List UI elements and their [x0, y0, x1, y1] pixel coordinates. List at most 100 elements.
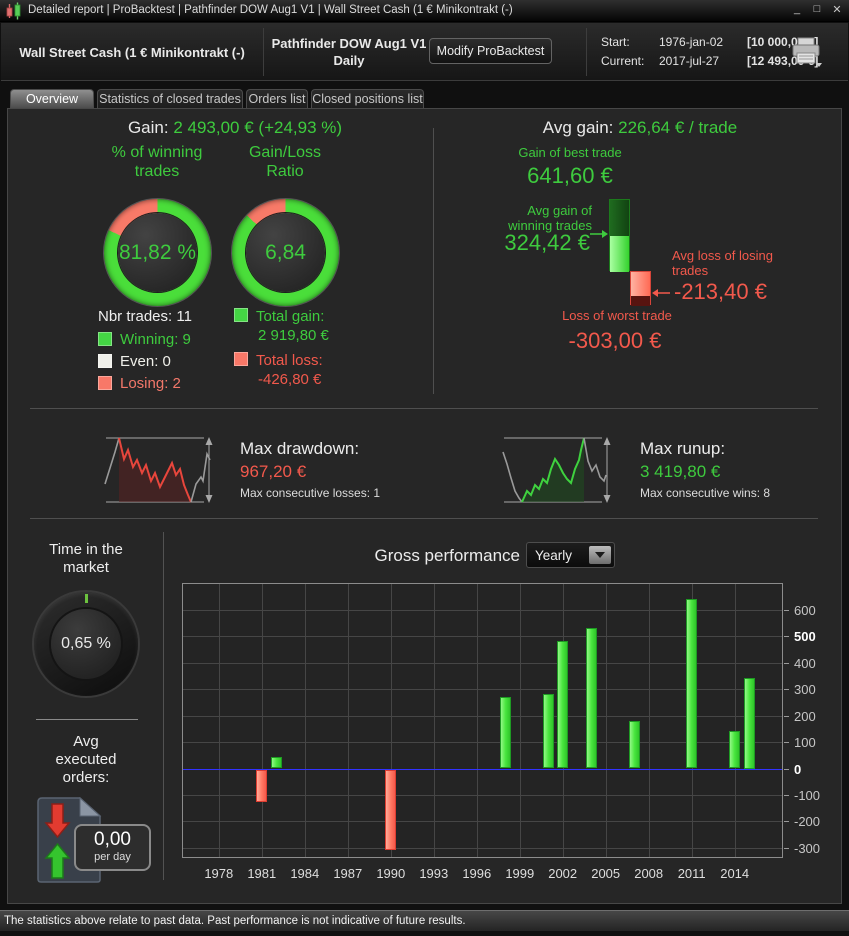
avg-orders-title: Avg executed orders:: [55, 733, 117, 786]
nbr-trades: Nbr trades: 11: [98, 308, 192, 325]
orders-per-day-badge: 0,00 per day: [74, 824, 151, 871]
y-axis-label: 300: [794, 682, 816, 698]
totals-legend: Total gain: 2 919,80 € Total loss: -426,…: [234, 308, 404, 396]
disclaimer-text: The statistics above relate to past data…: [4, 915, 466, 927]
y-axis-label: -300: [794, 840, 821, 856]
avg-loss-label: Avg loss of losing trades: [672, 248, 773, 278]
total-gain-swatch: [234, 308, 248, 322]
x-axis-label: 1996: [462, 866, 492, 881]
title-bar: Detailed report | ProBacktest | Pathfind…: [0, 0, 849, 22]
x-axis-label: 2011: [677, 866, 706, 881]
gross-performance-chart: 1978 1981 1984 1987 1990 1993 1996 1999 2002 2005…: [182, 583, 832, 888]
performance-bar: [256, 769, 268, 803]
small-divider: [36, 719, 138, 720]
y-axis-label: 500: [794, 629, 816, 645]
x-axis-label: 1990: [376, 866, 406, 881]
drawdown-stats: Max drawdown: 967,20 € Max consecutive l…: [240, 439, 380, 500]
close-button[interactable]: ✕: [832, 4, 842, 16]
drawdown-subtitle: Max consecutive losses: 1: [240, 486, 381, 500]
orders-per-day-value: 0,00: [94, 829, 131, 850]
worst-trade-label: Loss of worst trade: [562, 308, 672, 323]
drawdown-title: Max drawdown:: [240, 439, 360, 458]
header-divider: [263, 28, 264, 76]
vertical-divider: [433, 128, 434, 394]
right-arrow-icon: [590, 230, 608, 238]
runup-title: Max runup:: [640, 439, 726, 458]
time-in-market-title: Time in the market: [49, 541, 123, 576]
avg-win-bar: [609, 199, 630, 272]
performance-bar: [686, 598, 698, 769]
y-axis-label: -100: [794, 787, 821, 803]
start-label: Start:: [601, 34, 630, 49]
current-date: 2017-jul-27: [659, 53, 720, 68]
losing-swatch: [98, 376, 112, 390]
avg-loss-value: -213,40 €: [674, 279, 767, 304]
tab-statistics-of-closed-trades[interactable]: Statistics of closed trades: [97, 89, 243, 108]
gross-performance-label: Gross performance: [374, 546, 521, 565]
tab-orders-list[interactable]: Orders list: [246, 89, 308, 108]
total-gain-label: Total gain:: [256, 308, 325, 325]
chart-plot-area: [182, 583, 783, 858]
candlestick-icon: [6, 2, 21, 20]
tab-overview[interactable]: Overview: [10, 89, 94, 108]
winning-trades-donut: 81,82 %: [104, 199, 211, 306]
performance-bar: [385, 769, 397, 850]
x-axis-label: 1993: [419, 866, 449, 881]
avg-win-label: Avg gain of winning trades: [508, 203, 592, 233]
performance-bar: [585, 628, 597, 769]
performance-bar: [628, 720, 640, 769]
strategy-timeframe: Daily: [333, 53, 365, 68]
gain-headline: Gain: 2 493,00 € (+24,93 %): [40, 118, 430, 138]
maximize-button[interactable]: □: [813, 3, 821, 15]
zero-line: [183, 768, 782, 770]
strategy-info: Pathfinder DOW Aug1 V1 Daily: [269, 23, 429, 81]
horizontal-divider: [30, 408, 818, 409]
performance-bar: [729, 730, 741, 769]
runup-subtitle: Max consecutive wins: 8: [640, 486, 771, 500]
avg-gain-headline: Avg gain: 226,64 € / trade: [450, 118, 830, 138]
even-swatch: [98, 354, 112, 368]
drawdown-value: 967,20 €: [240, 462, 307, 481]
y-axis-label: 600: [794, 602, 816, 618]
gain-loss-ratio-value: 6,84: [265, 240, 306, 264]
report-tabs: Overview Statistics of closed trades Ord…: [0, 89, 849, 108]
x-axis-label: 2008: [634, 866, 664, 881]
status-bar: The statistics above relate to past data…: [0, 910, 849, 931]
gain-label: Gain:: [127, 118, 169, 137]
winning-trades-title: % of winning trades: [111, 144, 203, 180]
instrument-name: Wall Street Cash (1 € Minikontrakt (-): [19, 44, 245, 60]
total-gain-value: 2 919,80 €: [258, 327, 329, 344]
y-axis-label: 200: [794, 708, 816, 724]
y-axis-label: -200: [794, 814, 821, 830]
x-axis-label: 1981: [247, 866, 277, 881]
strategy-name: Pathfinder DOW Aug1 V1: [271, 36, 427, 51]
y-axis-label: 100: [794, 735, 816, 750]
minimize-button[interactable]: _: [793, 3, 801, 15]
x-axis-label: 1987: [333, 866, 363, 881]
total-loss-value: -426,80 €: [258, 371, 322, 388]
winning-swatch: [98, 332, 112, 346]
x-axis-label: 2005: [591, 866, 621, 881]
total-loss-label: Total loss:: [256, 352, 323, 369]
avg-gain-value: 226,64 € / trade: [618, 118, 738, 137]
current-label: Current:: [601, 53, 645, 68]
runup-stats: Max runup: 3 419,80 € Max consecutive wi…: [640, 439, 770, 500]
best-trade-value: 641,60 €: [527, 163, 613, 188]
modify-probacktest-button[interactable]: Modify ProBacktest: [429, 38, 552, 64]
y-axis-label: 400: [794, 655, 816, 671]
time-in-market-value: 0,65 %: [61, 635, 111, 652]
time-in-market-gauge: 0,65 %: [34, 592, 138, 696]
period-dropdown[interactable]: Yearly: [526, 542, 615, 568]
orders-per-day-unit: per day: [94, 851, 131, 863]
printer-icon[interactable]: [789, 37, 823, 67]
period-dropdown-value: Yearly: [535, 548, 573, 563]
trades-legend: Winning: 9 Even: 0 Losing: 2: [98, 328, 191, 394]
gain-loss-ratio-donut: 6,84: [232, 199, 339, 306]
x-axis-label: 2014: [720, 866, 750, 881]
chevron-down-icon[interactable]: [589, 546, 611, 564]
legend-winning: Winning: 9: [98, 328, 191, 350]
tab-closed-positions-list[interactable]: Closed positions list: [311, 89, 424, 108]
runup-value: 3 419,80 €: [640, 462, 721, 481]
avg-loss-bar: [630, 271, 651, 306]
